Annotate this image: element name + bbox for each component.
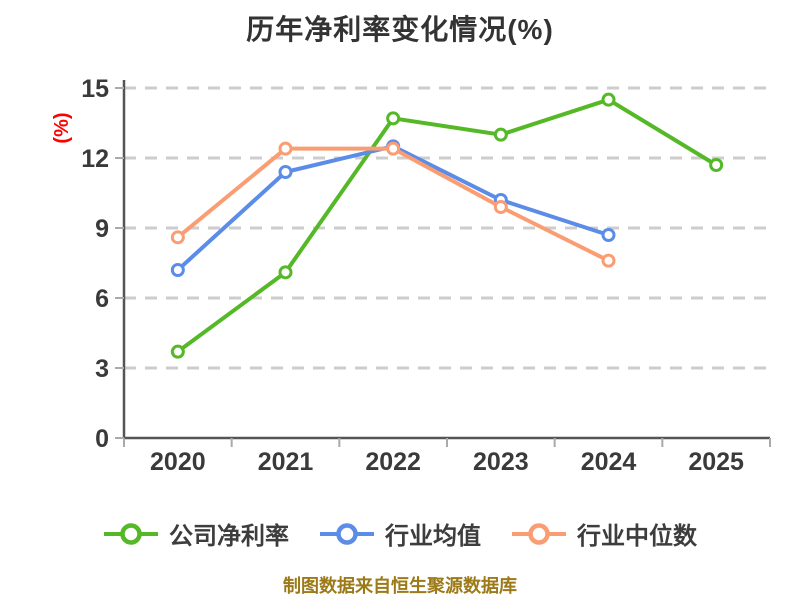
legend-line-marker-icon (512, 522, 566, 545)
data-point-marker (601, 253, 616, 268)
data-point-marker (170, 263, 185, 277)
x-tick-label: 2022 (365, 448, 421, 476)
x-tick-label: 2020 (150, 448, 206, 476)
data-point-marker (493, 200, 508, 214)
x-tick-label: 2021 (258, 448, 314, 476)
legend-item-industry-mean: 行业均值 (319, 516, 481, 551)
data-point-marker (709, 158, 724, 172)
data-point-marker (386, 141, 401, 156)
legend-label: 行业中位数 (577, 523, 697, 550)
legend-label: 公司净利率 (169, 523, 289, 550)
series-line (175, 97, 719, 354)
data-point-marker (601, 92, 616, 107)
legend-line-marker-icon (104, 522, 158, 545)
y-tick-label: 15 (81, 75, 109, 103)
data-point-marker (493, 127, 508, 142)
y-tick-label: 6 (95, 285, 109, 313)
series-line (175, 146, 611, 263)
data-point-marker (278, 165, 293, 179)
x-tick-label: 2025 (688, 448, 744, 476)
legend-label: 行业均值 (385, 523, 481, 550)
legend-item-industry-median: 行业中位数 (511, 516, 697, 551)
data-source-note: 制图数据来自恒生聚源数据库 (283, 576, 517, 596)
data-point-marker (278, 141, 293, 156)
data-point-marker (386, 111, 401, 126)
data-point-marker (278, 265, 293, 280)
x-tick-label: 2023 (473, 448, 529, 476)
x-tick-label: 2024 (581, 448, 637, 476)
legend: 公司净利率 行业均值 行业中位数 (0, 516, 800, 551)
data-point-marker (170, 230, 185, 245)
legend-line-marker-icon (320, 522, 374, 545)
series-line (175, 144, 611, 272)
data-point-marker (170, 344, 185, 359)
y-tick-label: 9 (95, 215, 109, 243)
data-point-marker (601, 228, 616, 242)
y-tick-label: 12 (81, 145, 109, 173)
y-tick-label: 3 (95, 355, 109, 383)
chart-title: 历年净利率变化情况(%) (246, 14, 554, 45)
legend-item-company-net-margin: 公司净利率 (103, 516, 289, 551)
y-tick-label: 0 (95, 425, 109, 453)
